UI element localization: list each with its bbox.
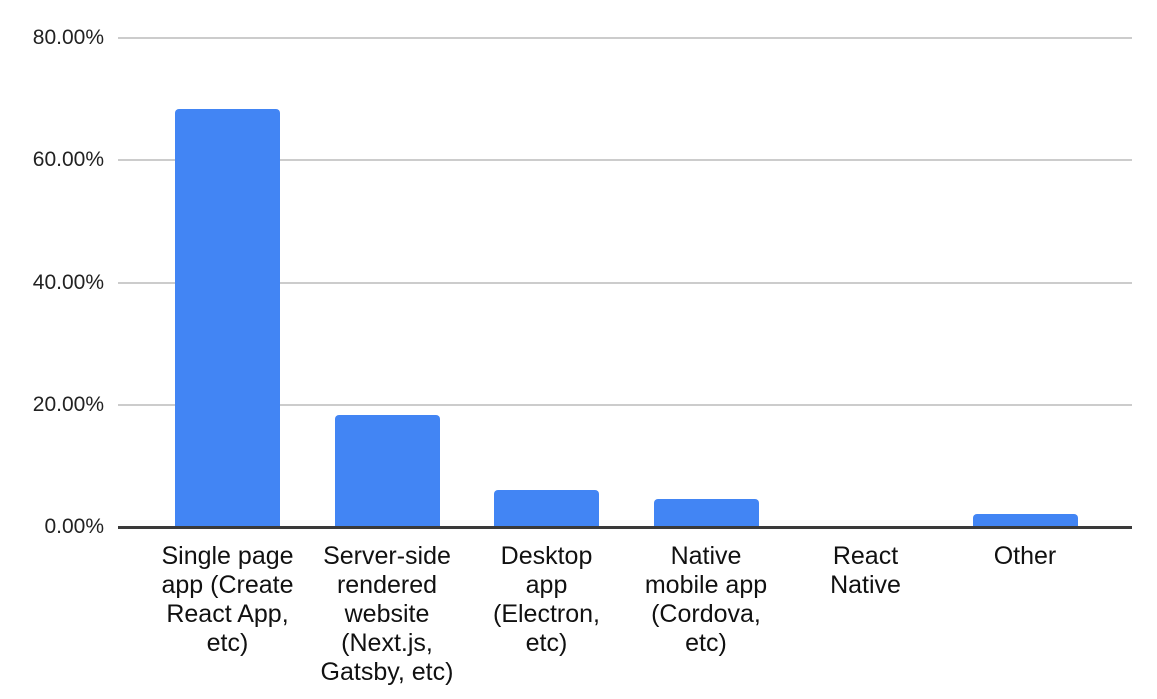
gridline-80 (118, 37, 1132, 39)
x-tick-label: Single page app (Create React App, etc) (161, 542, 294, 657)
x-tick-label: Desktop app (Electron, etc) (493, 542, 600, 657)
bar-2 (334, 415, 440, 528)
y-tick-label: 80.00% (32, 26, 104, 49)
x-tick-label: Other (993, 542, 1057, 570)
bar-3 (494, 489, 599, 528)
y-tick-label: 60.00% (32, 148, 104, 172)
x-tick-label: React Native (830, 542, 901, 599)
x-tick-label: Server-side rendered website (Next.js, G… (320, 542, 454, 686)
y-tick-label: 40.00% (32, 270, 104, 294)
x-axis-line (118, 526, 1132, 529)
bar-6 (972, 513, 1078, 528)
gridline-40 (118, 281, 1132, 284)
x-tick-label: Native mobile app (Cordova, etc) (644, 542, 768, 657)
y-tick-label: 0.00% (44, 515, 104, 538)
bar-1 (175, 108, 280, 528)
gridline-60 (118, 159, 1132, 162)
gridline-20 (118, 403, 1132, 406)
y-tick-label: 20.00% (32, 392, 104, 416)
bar-4 (653, 499, 759, 528)
